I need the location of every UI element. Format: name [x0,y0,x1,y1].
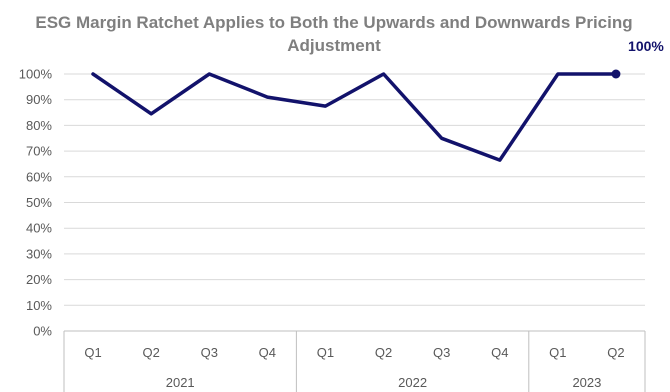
end-data-label: 100% [628,38,664,54]
gridlines [64,73,645,306]
y-axis-ticks: 0% 10% 20% 30% 40% 50% 60% 70% 80% 90% 100% [19,67,53,339]
x-tick-label: Q4 [491,345,508,360]
y-tick-label: 50% [26,195,52,210]
y-tick-label: 20% [26,272,52,287]
x-tick-label: Q3 [433,345,450,360]
x-axis-groups: 2021 2022 2023 [166,375,602,390]
x-tick-label: Q2 [375,345,392,360]
y-tick-label: 100% [19,67,53,82]
y-tick-label: 60% [26,169,52,184]
x-tick-label: Q1 [317,345,334,360]
chart-title-line-2: Adjustment [287,36,381,55]
y-tick-label: 90% [26,92,52,107]
x-tick-label: Q2 [607,345,624,360]
x-group-label: 2021 [166,375,195,390]
y-tick-label: 80% [26,118,52,133]
x-tick-label: Q2 [142,345,159,360]
y-tick-label: 70% [26,144,52,159]
x-axis [63,330,646,392]
y-tick-label: 0% [33,324,52,339]
x-group-label: 2022 [398,375,427,390]
x-axis-ticks: Q1 Q2 Q3 Q4 Q1 Q2 Q3 Q4 Q1 Q2 [84,345,624,360]
y-tick-label: 10% [26,298,52,313]
series [91,69,621,162]
x-tick-label: Q3 [201,345,218,360]
chart-title-line-1: ESG Margin Ratchet Applies to Both the U… [35,13,632,32]
y-tick-label: 30% [26,246,52,261]
x-group-label: 2023 [572,375,601,390]
series-line [91,72,618,162]
x-tick-label: Q1 [549,345,566,360]
x-tick-label: Q4 [259,345,276,360]
end-point-marker [611,69,621,79]
y-tick-label: 40% [26,221,52,236]
x-tick-label: Q1 [84,345,101,360]
